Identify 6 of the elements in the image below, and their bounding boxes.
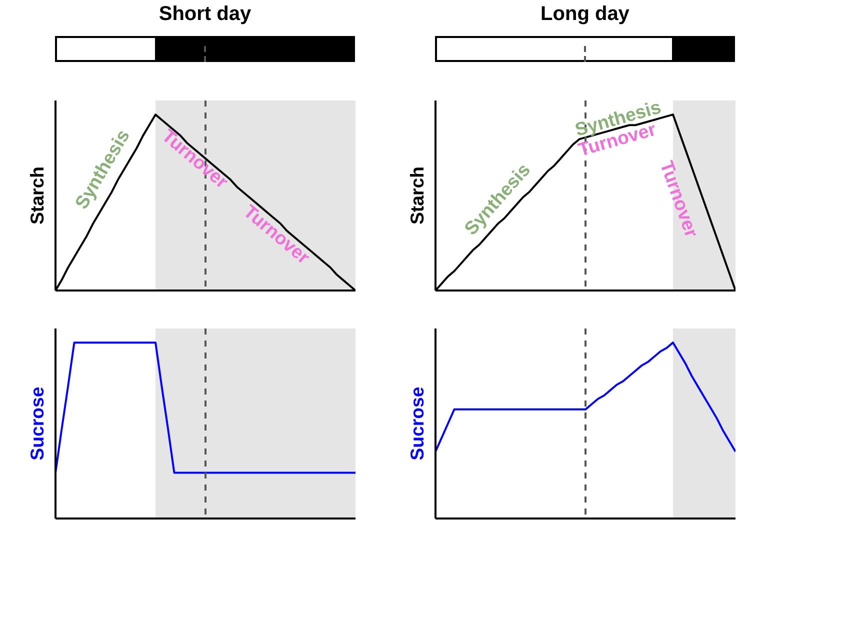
- y-axis-title: Starch: [406, 166, 428, 225]
- chart-title: Short day: [158, 2, 252, 27]
- y-axis-title: Sucrose: [26, 386, 48, 460]
- y-axis-title: Starch: [26, 166, 48, 225]
- chart-title: Long day: [540, 2, 630, 27]
- y-axis-title: Sucrose: [406, 386, 428, 460]
